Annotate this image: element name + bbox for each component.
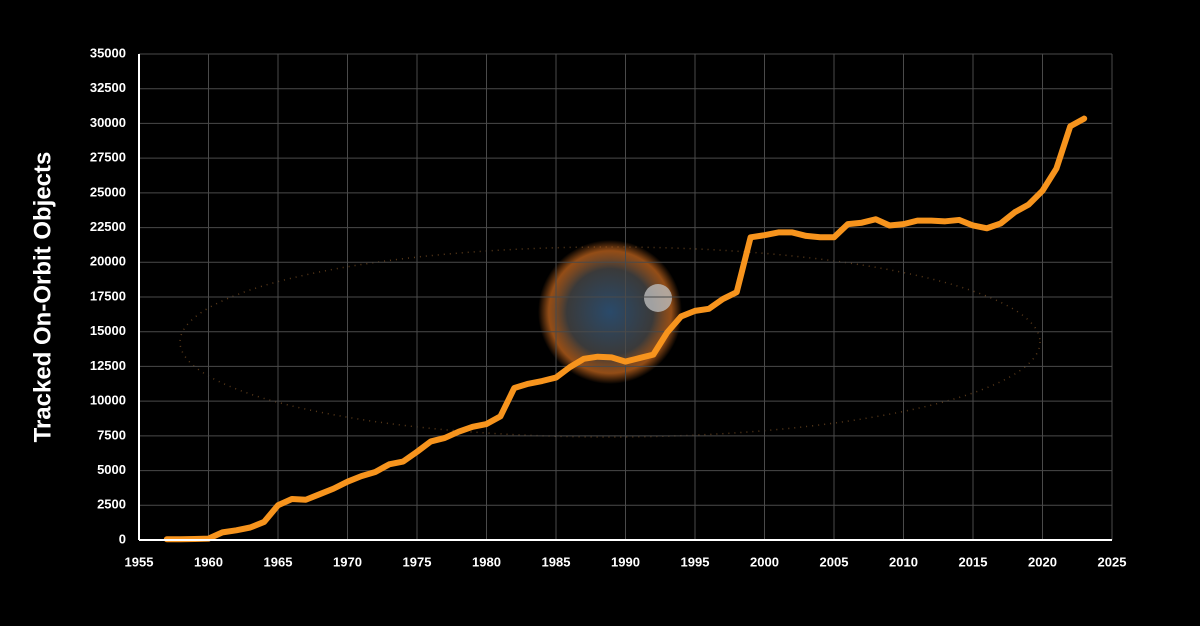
y-tick-label: 32500 [90,80,126,95]
y-tick-label: 5000 [97,462,126,477]
x-tick-label: 1970 [333,554,362,569]
y-tick-label: 7500 [97,427,126,442]
x-tick-label: 2025 [1098,554,1127,569]
y-tick-label: 20000 [90,254,126,269]
earth-illustration [538,240,682,384]
y-tick-label: 2500 [97,497,126,512]
y-tick-label: 12500 [90,358,126,373]
x-tick-label: 1990 [611,554,640,569]
y-tick-label: 27500 [90,150,126,165]
y-tick-label: 22500 [90,219,126,234]
x-tick-label: 1955 [125,554,154,569]
x-tick-label: 2020 [1028,554,1057,569]
x-tick-label: 2010 [889,554,918,569]
x-tick-label: 1965 [264,554,293,569]
y-tick-label: 17500 [90,288,126,303]
x-tick-label: 1980 [472,554,501,569]
x-tick-label: 2005 [820,554,849,569]
x-tick-label: 1995 [681,554,710,569]
orbit-ring [179,246,1041,438]
moon-illustration [644,284,672,312]
y-tick-label: 0 [119,531,126,546]
y-tick-label: 25000 [90,184,126,199]
x-tick-label: 2000 [750,554,779,569]
plot [163,115,1088,543]
x-tick-label: 1960 [194,554,223,569]
y-axis-label: Tracked On-Orbit Objects [29,152,56,443]
x-tick-label: 1985 [542,554,571,569]
y-tick-label: 30000 [90,115,126,130]
x-tick-label: 2015 [959,554,988,569]
y-tick-label: 10000 [90,393,126,408]
x-tick-label: 1975 [403,554,432,569]
y-tick-label: 35000 [90,45,126,60]
y-tick-label: 15000 [90,323,126,338]
grid [138,53,1113,541]
data-line [163,115,1088,543]
